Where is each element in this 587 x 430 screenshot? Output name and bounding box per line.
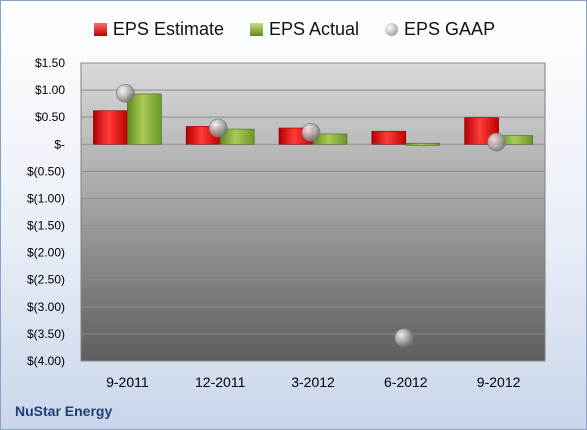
bars — [93, 93, 533, 146]
x-tick-label: 12-2011 — [195, 374, 246, 390]
marker-eps-gaap-9-2012 — [487, 132, 506, 152]
legend-swatch-eps-estimate — [93, 22, 107, 36]
y-tick-label: $0.50 — [35, 110, 65, 124]
x-axis-labels: 9-2011 12-2011 3-2012 6-2012 9-2012 — [106, 374, 520, 390]
bar-eps-estimate-6-2012 — [371, 130, 407, 145]
legend-label-eps-estimate: EPS Estimate — [112, 18, 224, 39]
x-tick-label: 9-2012 — [477, 374, 521, 390]
marker-eps-gaap-6-2012 — [394, 328, 414, 348]
y-axis-labels: $1.50 $1.00 $0.50 $- $(0.50) $(1.00) $(1.50) $(… — [27, 56, 65, 368]
marker-eps-gaap-9-2011 — [116, 84, 135, 103]
legend-item-eps-estimate: EPS Estimate — [93, 18, 224, 40]
marker-eps-gaap-3-2012 — [301, 123, 321, 142]
legend-label-eps-gaap: EPS GAAP — [404, 18, 496, 39]
y-tick-label: $(3.00) — [27, 300, 65, 314]
x-tick-label: 3-2012 — [291, 374, 335, 390]
legend-swatch-eps-actual — [249, 22, 263, 36]
legend-label-eps-actual: EPS Actual — [268, 18, 360, 39]
y-tick-label: $(1.00) — [27, 191, 65, 205]
y-tick-label: $1.00 — [35, 83, 65, 97]
gaap-markers — [116, 84, 506, 348]
marker-eps-gaap-12-2011 — [208, 118, 228, 138]
legend-item-eps-actual: EPS Actual — [249, 18, 360, 40]
legend: EPS Estimate EPS Actual EPS GAAP — [1, 15, 586, 43]
y-tick-label: $- — [54, 137, 65, 151]
bar-eps-actual-6-2012 — [405, 142, 441, 146]
y-tick-label: $(2.50) — [27, 273, 65, 287]
bar-eps-actual-9-2011 — [127, 93, 162, 145]
y-tick-label: $(2.00) — [27, 246, 65, 260]
bar-eps-estimate-9-2011 — [93, 110, 128, 145]
legend-item-eps-gaap: EPS GAAP — [385, 19, 495, 40]
x-tick-label: 9-2011 — [106, 374, 149, 390]
company-label: NuStar Energy — [15, 403, 113, 419]
y-tick-label: $(0.50) — [27, 164, 65, 178]
x-tick-label: 6-2012 — [384, 374, 428, 390]
legend-swatch-eps-gaap — [385, 22, 399, 36]
y-tick-label: $(1.50) — [27, 219, 65, 233]
y-tick-label: $(3.50) — [27, 327, 65, 341]
y-tick-label: $1.50 — [35, 56, 65, 70]
y-tick-label: $(4.00) — [27, 354, 65, 368]
